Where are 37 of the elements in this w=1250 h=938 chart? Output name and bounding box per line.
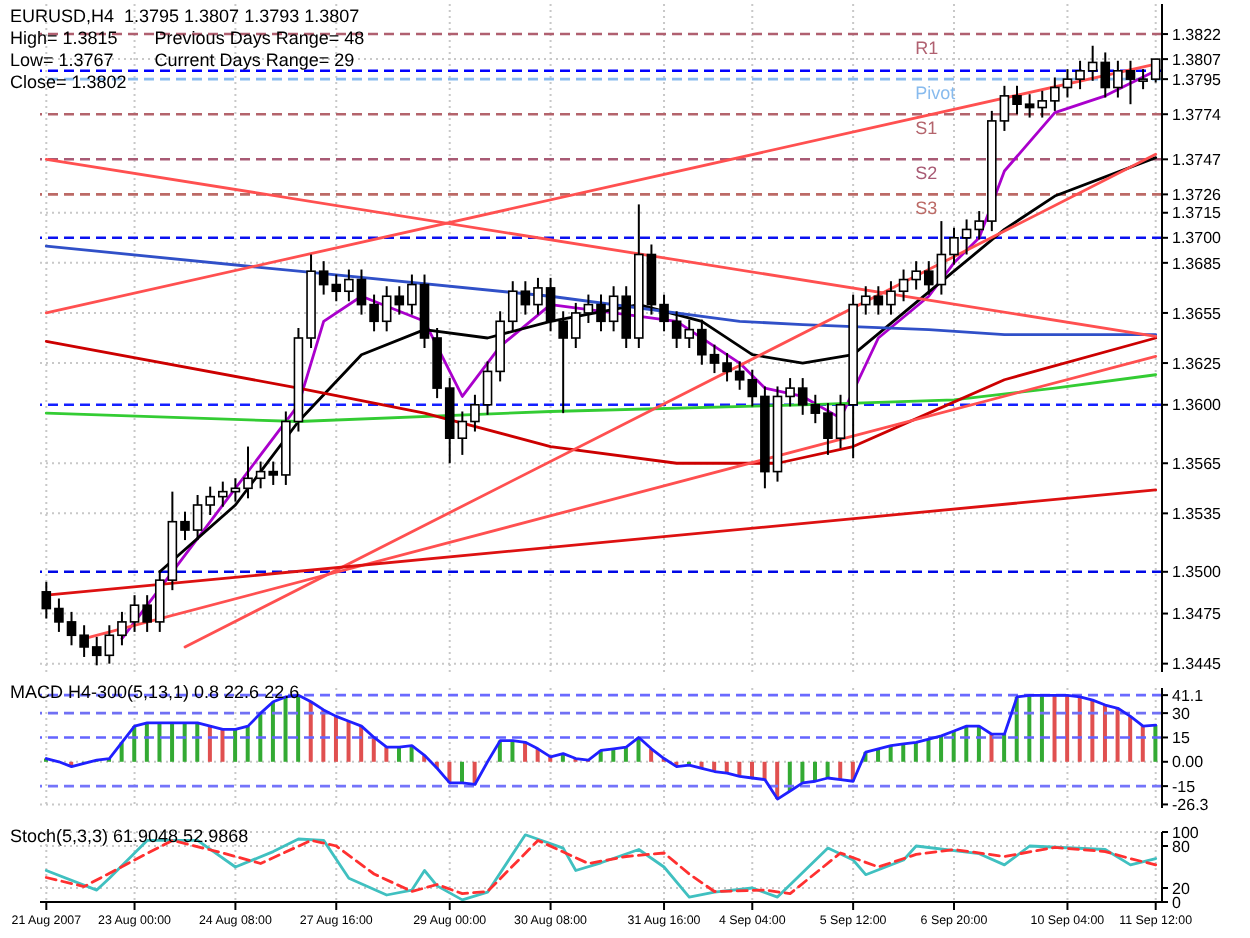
y-tick-label: 1.3565 [1172,454,1223,473]
y-tick-label: 30 [1172,704,1191,723]
y-tick-label: 1.3625 [1172,354,1223,373]
y-tick-label: 1.3700 [1172,229,1223,248]
ref-line-label: S2 [915,163,938,184]
annotation: Current Days Range= 29 [154,50,357,72]
ref-line-label: S1 [915,118,938,139]
y-tick-label: 1.3475 [1172,605,1223,624]
y-tick-label: 1.3535 [1172,505,1223,524]
y-tick-label: 1.3747 [1172,150,1223,169]
y-tick-label: 41.1 [1172,686,1205,705]
y-tick-label: 100 [1172,823,1200,842]
y-tick-label: 20 [1172,879,1191,898]
ref-line-label: Pivot [915,83,957,104]
y-tick-label: 1.3600 [1172,396,1223,415]
y-tick-label: 1.3726 [1172,186,1223,205]
ref-line-label: S3 [915,198,938,219]
y-tick-label: 1.3774 [1172,105,1223,124]
y-tick-label: 1.3445 [1172,655,1223,674]
annotation: Close= 1.3802 [10,72,127,94]
ref-line-label: R1 [915,38,939,59]
y-tick-label: 1.3655 [1172,304,1223,323]
y-tick-label: 1.3500 [1172,563,1223,582]
annotation: Low= 1.3767 [10,50,116,72]
y-tick-label: 0.00 [1172,753,1205,772]
y-tick-label: -26.3 [1172,796,1210,815]
chart-title: EURUSD,H4 1.3795 1.3807 1.3793 1.3807 [10,6,362,28]
y-tick-label: 1.3685 [1172,254,1223,273]
y-tick-label: 15 [1172,729,1191,748]
y-tick-label: 80 [1172,837,1191,856]
y-tick-label: 1.3807 [1172,50,1223,69]
chart-title: Stoch(5,3,3) 61.9048 52.9868 [10,826,249,848]
y-tick-label: -15 [1172,777,1197,796]
y-tick-label: 0 [1172,893,1182,912]
y-tick-label: 1.3822 [1172,25,1223,44]
y-tick-label: 1.3795 [1172,70,1223,89]
y-tick-label: 1.3715 [1172,204,1223,223]
